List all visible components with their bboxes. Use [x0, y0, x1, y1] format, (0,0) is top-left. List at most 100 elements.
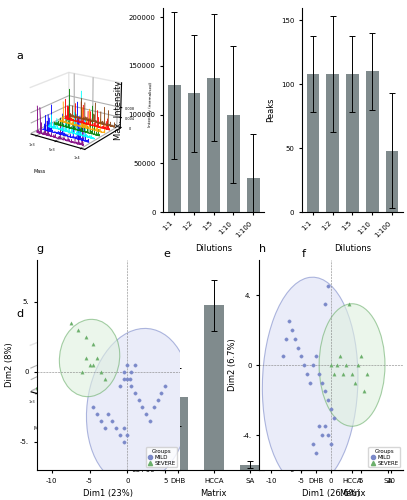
- Point: [139, 403, 146, 411]
- Bar: [168, 86, 181, 212]
- Point: [349, 370, 355, 378]
- Y-axis label: Dim2 (8%): Dim2 (8%): [5, 342, 14, 388]
- Point: [120, 375, 127, 383]
- Point: [283, 335, 289, 343]
- Point: [101, 424, 108, 432]
- Point: [310, 361, 316, 369]
- Point: [128, 368, 134, 376]
- Bar: [247, 178, 260, 212]
- Point: [86, 361, 93, 369]
- Point: [340, 370, 346, 378]
- Point: [280, 352, 287, 360]
- Point: [120, 368, 127, 376]
- Bar: [385, 151, 398, 212]
- Point: [325, 431, 331, 439]
- Bar: [343, 330, 362, 470]
- Point: [331, 370, 337, 378]
- Point: [143, 410, 149, 418]
- Bar: [366, 72, 379, 212]
- Point: [124, 361, 131, 369]
- Bar: [207, 78, 220, 212]
- Point: [128, 382, 134, 390]
- Point: [301, 361, 307, 369]
- Point: [120, 424, 127, 432]
- Point: [109, 417, 116, 425]
- X-axis label: Mass: Mass: [34, 426, 46, 432]
- Bar: [168, 397, 188, 470]
- Bar: [346, 74, 359, 212]
- Point: [131, 389, 138, 397]
- Y-axis label: Peaks: Peaks: [266, 356, 275, 380]
- Point: [124, 431, 131, 439]
- Point: [346, 300, 352, 308]
- Point: [90, 340, 96, 348]
- Text: h: h: [259, 244, 267, 254]
- Point: [328, 361, 335, 369]
- X-axis label: Dilutions: Dilutions: [334, 244, 371, 253]
- Point: [286, 318, 293, 326]
- Point: [322, 387, 328, 395]
- X-axis label: Dilutions: Dilutions: [195, 244, 232, 253]
- Point: [90, 361, 96, 369]
- Point: [136, 396, 142, 404]
- Y-axis label: Peaks: Peaks: [266, 98, 275, 122]
- X-axis label: Dim1 (23%): Dim1 (23%): [83, 489, 133, 498]
- Point: [331, 414, 337, 422]
- Point: [319, 431, 325, 439]
- Ellipse shape: [59, 320, 120, 396]
- Y-axis label: Dim2 (6.7%): Dim2 (6.7%): [228, 338, 237, 392]
- Point: [289, 326, 295, 334]
- Point: [343, 361, 349, 369]
- Point: [83, 333, 89, 341]
- Bar: [306, 74, 319, 212]
- Point: [83, 354, 89, 362]
- Legend: MILD, SEVERE: MILD, SEVERE: [146, 447, 177, 467]
- Text: e: e: [163, 249, 170, 259]
- Point: [154, 396, 161, 404]
- Bar: [240, 464, 260, 470]
- Point: [120, 438, 127, 446]
- Text: a: a: [16, 51, 23, 61]
- Point: [113, 424, 119, 432]
- Bar: [306, 304, 326, 470]
- Point: [90, 403, 96, 411]
- Point: [147, 417, 153, 425]
- Text: g: g: [37, 244, 44, 254]
- Point: [126, 375, 133, 383]
- Point: [310, 440, 316, 448]
- Point: [68, 319, 74, 327]
- Point: [101, 375, 108, 383]
- Point: [328, 405, 335, 413]
- Point: [337, 352, 344, 360]
- Point: [116, 382, 123, 390]
- Bar: [379, 456, 398, 470]
- X-axis label: Matrix: Matrix: [200, 489, 227, 498]
- Point: [313, 352, 319, 360]
- Point: [316, 370, 322, 378]
- Bar: [326, 74, 339, 212]
- X-axis label: Matrix: Matrix: [339, 489, 366, 498]
- X-axis label: Dim1 (26.6%): Dim1 (26.6%): [302, 489, 360, 498]
- Point: [361, 387, 367, 395]
- Y-axis label: Max. Intensity: Max. Intensity: [117, 338, 127, 398]
- Point: [304, 370, 311, 378]
- Bar: [188, 94, 200, 212]
- Point: [334, 361, 340, 369]
- Text: c: c: [302, 0, 308, 1]
- Point: [94, 354, 101, 362]
- Point: [358, 352, 364, 360]
- Point: [322, 422, 328, 430]
- Point: [292, 335, 298, 343]
- Point: [319, 378, 325, 386]
- Bar: [204, 306, 223, 470]
- Point: [75, 326, 81, 334]
- Text: f: f: [302, 249, 306, 259]
- Point: [94, 410, 101, 418]
- Point: [105, 410, 112, 418]
- Point: [162, 382, 168, 390]
- Y-axis label: Max. Intensity: Max. Intensity: [114, 80, 123, 140]
- Legend: MILD, SEVERE: MILD, SEVERE: [368, 447, 400, 467]
- Bar: [227, 114, 240, 212]
- Text: b: b: [163, 0, 170, 1]
- Point: [131, 361, 138, 369]
